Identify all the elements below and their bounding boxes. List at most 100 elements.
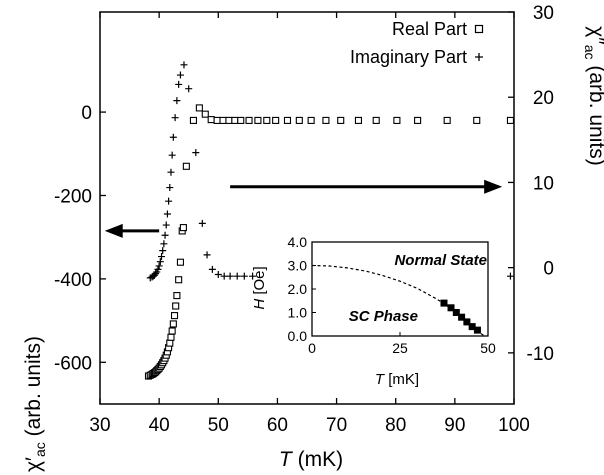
real-part-point	[189, 116, 197, 124]
y-right-label-symbol: χ″	[585, 26, 604, 45]
inset-phase-boundary	[311, 264, 485, 337]
real-part-point	[219, 116, 227, 124]
real-part-point	[176, 258, 184, 266]
inset-point	[440, 299, 448, 307]
inset-x-label: T [mK]	[375, 371, 419, 388]
arrow-right-head	[484, 179, 503, 194]
inset-xlabel-symbol: T	[375, 371, 386, 388]
real-part-point	[354, 116, 363, 124]
y-right-label-sub: ac	[582, 45, 598, 60]
y-right-tick-label: 10	[533, 173, 554, 194]
imaginary-part-point	[180, 61, 188, 69]
y-left-label-symbol: χ′	[22, 457, 45, 472]
inset-y-tick-label: 3.0	[288, 258, 308, 274]
inset-xlabel-unit: [mK]	[384, 371, 419, 388]
imaginary-part-point	[214, 270, 222, 278]
y-left-tick-label: -600	[54, 353, 92, 374]
x-tick-label: 60	[267, 415, 288, 436]
imaginary-part-point	[152, 270, 160, 278]
svg-text:χ′ac (arb. units): χ′ac (arb. units)	[22, 336, 48, 472]
imaginary-part-point	[168, 151, 176, 159]
inset-y-tick-label: 1.0	[288, 305, 308, 321]
inset-point	[463, 318, 471, 326]
real-part-point	[175, 276, 183, 284]
x-tick-label: 70	[326, 415, 347, 436]
real-part-point	[182, 162, 190, 170]
real-part-point	[393, 116, 401, 124]
x-tick-label: 100	[498, 415, 530, 436]
real-part-point	[443, 116, 451, 124]
legend-label-real: Real Part	[392, 19, 467, 39]
imaginary-part-point	[208, 265, 216, 273]
inset-point	[447, 304, 455, 312]
imaginary-part-point	[156, 258, 164, 266]
real-part-point	[263, 116, 271, 124]
real-part-point	[272, 116, 280, 124]
imaginary-part-point	[166, 184, 174, 192]
inset-ylabel-unit: [Oe]	[251, 266, 268, 299]
imaginary-part-point	[220, 272, 228, 280]
inset-ylabel-symbol: H	[251, 299, 268, 310]
real-part-point	[307, 116, 315, 124]
imaginary-part-point	[176, 71, 184, 79]
inset: 0 25 50 4.0 3.0 2.0 1.0 0.0 Normal State SC Pha…	[251, 228, 496, 392]
inset-y-tick-label: 0.0	[288, 328, 308, 344]
real-part-point	[295, 116, 303, 124]
imaginary-part-point	[167, 168, 175, 176]
real-part-point	[167, 333, 175, 341]
y-right-tick-label: 20	[533, 88, 554, 109]
imaginary-part-point	[173, 97, 181, 105]
real-part-point	[231, 116, 239, 124]
imaginary-part-point	[192, 149, 200, 157]
inset-region-sc: SC Phase	[349, 308, 418, 325]
legend: Real Part Imaginary Part	[350, 19, 484, 67]
y-right-tick-label: -10	[527, 344, 554, 365]
inset-point	[468, 323, 476, 331]
real-part-point	[506, 116, 515, 124]
imaginary-part-point	[159, 247, 167, 255]
x-tick-label: 40	[149, 415, 170, 436]
arrow-left-head	[104, 223, 123, 238]
imaginary-part-point	[506, 272, 514, 280]
x-tick-label: 50	[208, 415, 229, 436]
legend-marker-square	[474, 24, 484, 34]
imaginary-part-point	[171, 114, 179, 122]
inset-point	[458, 313, 466, 321]
real-part-point	[254, 116, 262, 124]
imaginary-part-point	[185, 85, 193, 93]
x-tick-label: 80	[385, 415, 406, 436]
imaginary-part-point	[249, 272, 257, 280]
y-left-tick-label: -400	[54, 270, 92, 291]
x-axis-label: T (mK)	[279, 448, 343, 471]
imaginary-part-point	[165, 197, 173, 205]
real-part-point	[372, 116, 380, 124]
imaginary-part-point	[169, 133, 177, 141]
inset-y-label: H [Oe]	[251, 266, 268, 309]
real-part-point	[245, 116, 253, 124]
y-right-axis-label: χ″ac (arb. units)	[582, 26, 604, 165]
inset-y-tick-label: 4.0	[288, 234, 308, 250]
x-label-unit: (mK)	[292, 448, 343, 471]
real-part-point	[173, 292, 181, 300]
real-part-point	[172, 302, 180, 310]
plot-frame	[99, 11, 515, 405]
imaginary-part-point	[240, 272, 248, 280]
real-part-point	[170, 312, 179, 320]
inset-x-tick-label: 50	[480, 340, 496, 356]
real-part-point	[225, 116, 233, 124]
x-tick-label: 90	[444, 415, 465, 436]
y-left-axis-label: χ′ac (arb. units)	[22, 336, 48, 472]
real-part-point	[473, 116, 481, 124]
imaginary-part-point	[161, 231, 169, 239]
y-left-tick-label: 0	[81, 103, 92, 124]
imaginary-part-point	[163, 210, 171, 218]
y-left-label-sub: ac	[32, 442, 48, 457]
inset-point	[473, 326, 481, 334]
x-label-symbol: T	[279, 448, 294, 471]
svg-text:χ″ac (arb. units): χ″ac (arb. units)	[582, 26, 604, 165]
real-part-point	[195, 104, 203, 112]
y-left-tick-label: -200	[54, 186, 92, 207]
inset-point	[452, 309, 460, 316]
imaginary-part-point	[203, 251, 211, 259]
real-part-point	[237, 116, 245, 124]
